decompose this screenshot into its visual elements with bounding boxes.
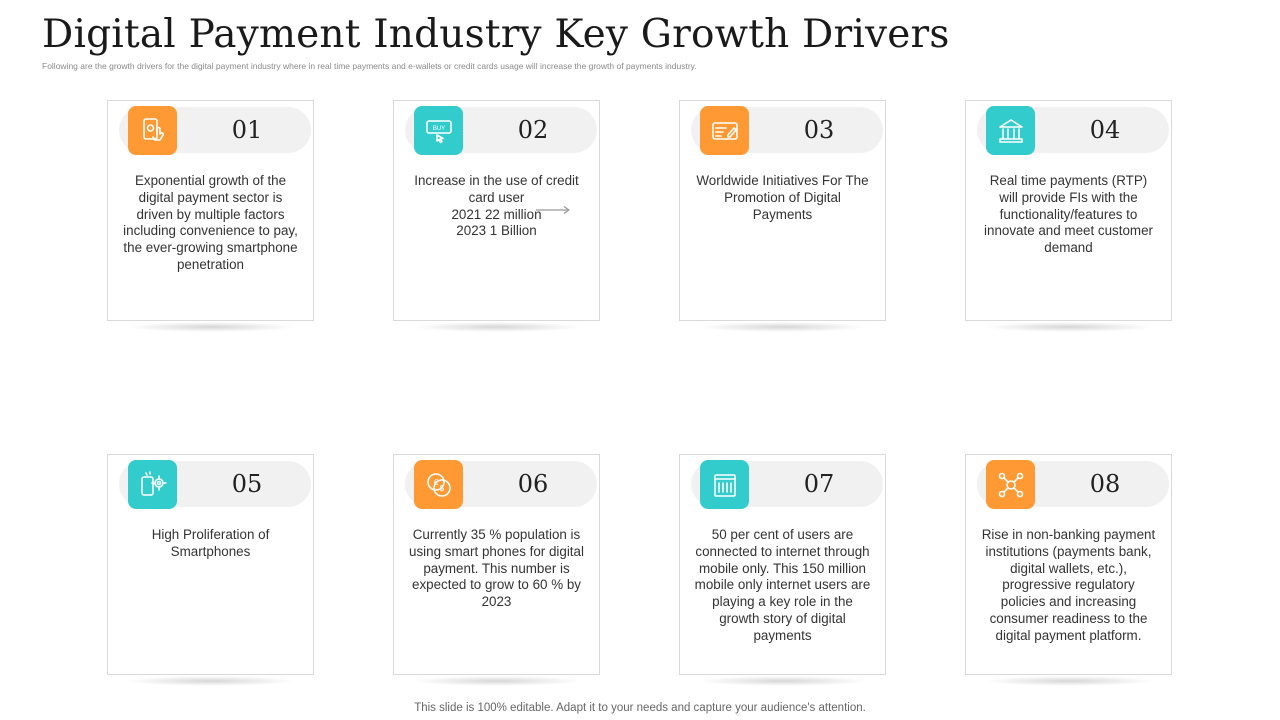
card-shadow [984, 322, 1154, 332]
card-stat-2023: 2023 1 Billion [456, 223, 537, 239]
smartphone-gear-icon [128, 460, 177, 509]
card-shadow [412, 322, 582, 332]
card-number: 08 [1089, 470, 1121, 498]
driver-card-07: 07 50 per cent of users are connected to… [679, 454, 886, 675]
card-shadow [984, 676, 1154, 686]
mobile-building-icon [700, 460, 749, 509]
card-number: 03 [803, 116, 835, 144]
card-payment-icon [700, 106, 749, 155]
slide-footer-note: This slide is 100% editable. Adapt it to… [414, 702, 866, 714]
coins-currency-icon: € $ [414, 460, 463, 509]
bank-icon [986, 106, 1035, 155]
card-number: 07 [803, 470, 835, 498]
page-title: Digital Payment Industry Key Growth Driv… [42, 12, 950, 57]
card-description: Increase in the use of credit card user … [408, 173, 585, 240]
card-shadow [126, 322, 296, 332]
svg-text:BUY: BUY [432, 126, 444, 132]
card-number: 05 [231, 470, 263, 498]
card-number: 04 [1089, 116, 1121, 144]
driver-card-05: 05 High Proliferation of Smartphones [107, 454, 314, 675]
driver-card-03: 03 Worldwide Initiatives For The Promoti… [679, 100, 886, 321]
card-description: Rise in non-banking payment institutions… [981, 527, 1156, 643]
network-nodes-icon [986, 460, 1035, 509]
arrow-right-icon [536, 206, 570, 214]
card-number: 06 [517, 470, 549, 498]
card-description: Exponential growth of the digital paymen… [123, 173, 298, 272]
driver-card-06: 06 € $ Currently 35 % population is usin… [393, 454, 600, 675]
driver-card-04: 04 Real time payments (RTP) will provide… [965, 100, 1172, 321]
card-description: High Proliferation of Smartphones [151, 527, 270, 559]
card-stat-2021: 2021 22 million [451, 206, 542, 222]
card-description: Real time payments (RTP) will provide FI… [984, 173, 1153, 256]
driver-card-01: 01 Exponential growth of the digital pay… [107, 100, 314, 321]
card-number: 02 [517, 116, 549, 144]
page-subtitle: Following are the growth drivers for the… [42, 61, 697, 71]
svg-text:€: € [433, 478, 438, 487]
card-description: 50 per cent of users are connected to in… [694, 527, 871, 643]
buy-tag-icon: BUY [414, 106, 463, 155]
card-number: 01 [231, 116, 263, 144]
card-shadow [698, 322, 868, 332]
card-shadow [412, 676, 582, 686]
card-description-main: Increase in the use of credit card user [414, 173, 579, 205]
driver-card-08: 08 Rise in non-banking payment instituti… [965, 454, 1172, 675]
card-description: Currently 35 % population is using smart… [409, 527, 584, 610]
svg-text:$: $ [439, 484, 444, 493]
card-description: Worldwide Initiatives For The Promotion … [696, 173, 869, 222]
driver-card-02: 02 BUY Increase in the use of credit car… [393, 100, 600, 321]
touch-payment-phone-icon [128, 106, 177, 155]
card-shadow [698, 676, 868, 686]
card-shadow [126, 676, 296, 686]
